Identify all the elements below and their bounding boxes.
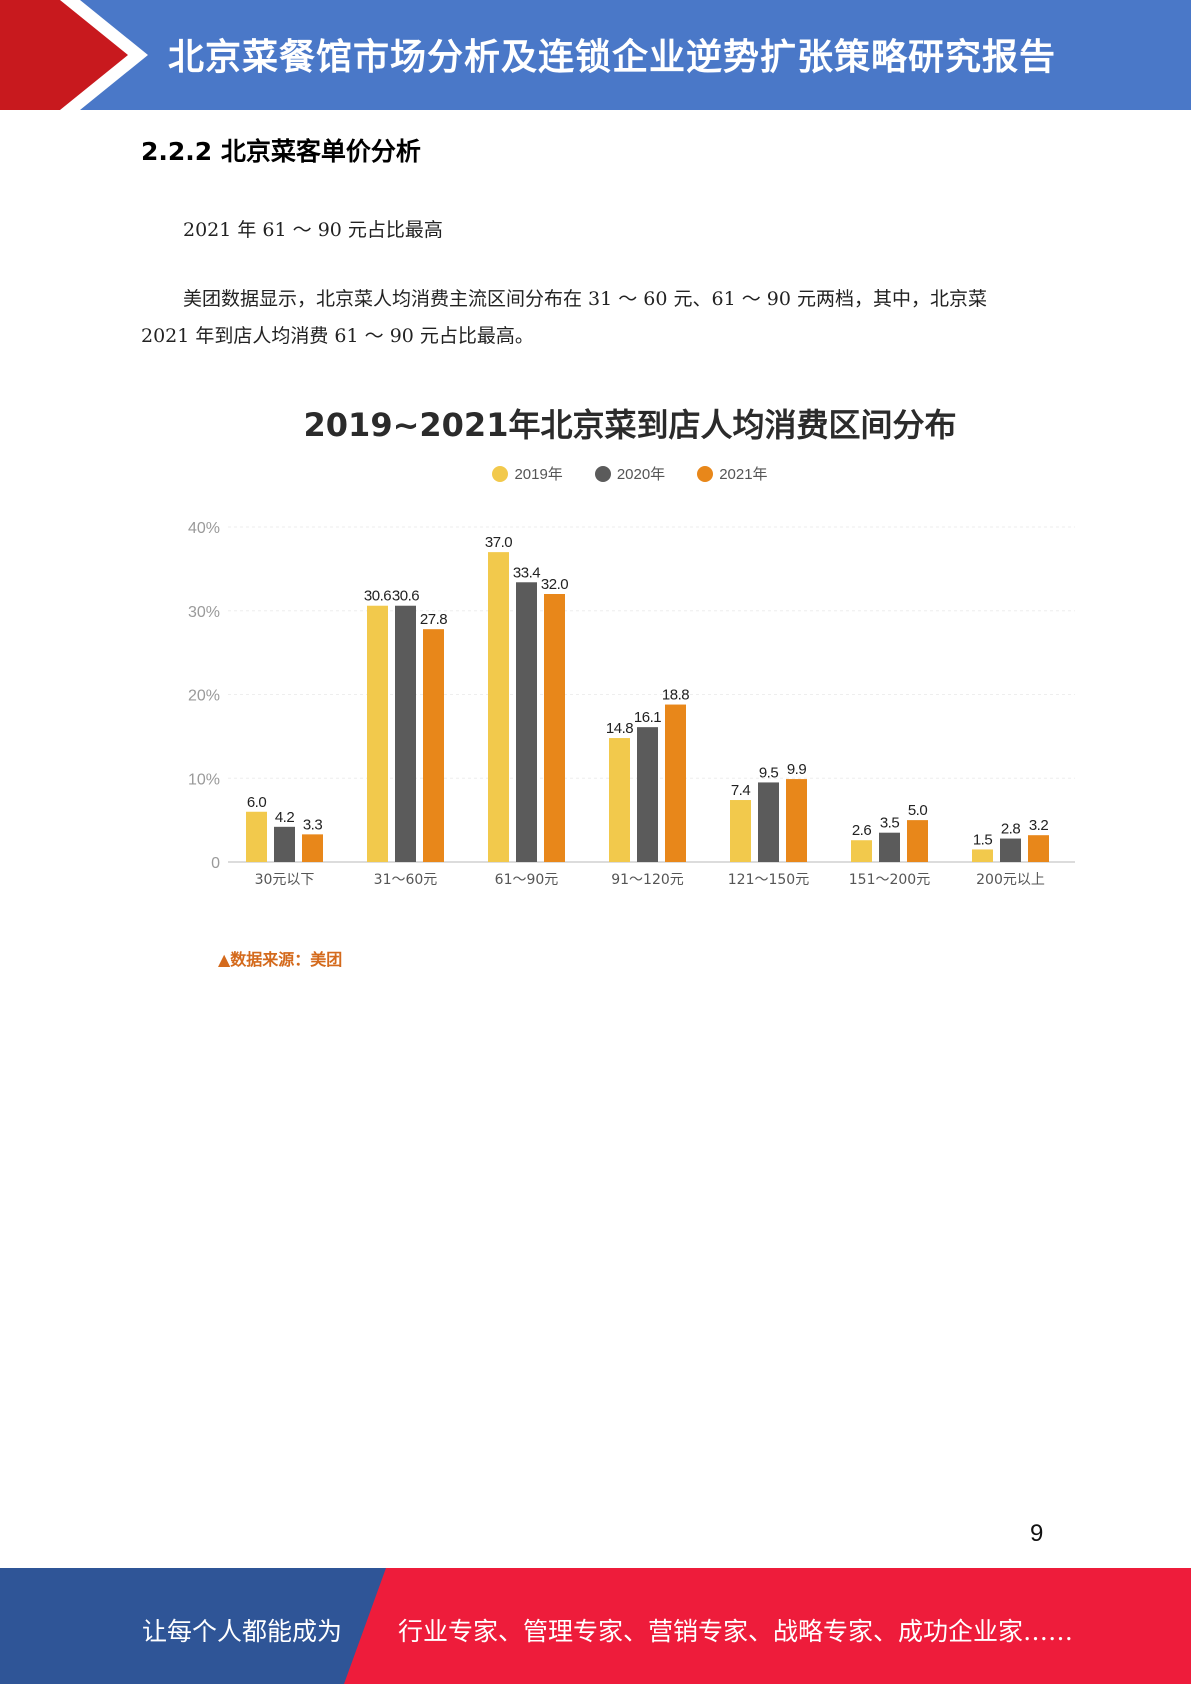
report-title: 北京菜餐馆市场分析及连锁企业逆势扩张策略研究报告 — [168, 37, 1057, 78]
bar-value-label: 16.1 — [634, 709, 661, 726]
bar-value-label: 1.5 — [973, 831, 993, 848]
paragraph-body: 美团数据显示，北京菜人均消费主流区间分布在 31 ～ 60 元、61 ～ 90 … — [141, 288, 987, 347]
bar — [1028, 835, 1049, 862]
bar — [367, 605, 388, 862]
bar-chart: 2019~2021年北京菜到店人均消费区间分布 2019年 2020年 2021… — [170, 392, 1090, 972]
header-banner: 北京菜餐馆市场分析及连锁企业逆势扩张策略研究报告 — [0, 0, 1191, 110]
footer-banner-shapes — [0, 1568, 1191, 1684]
bar — [730, 800, 751, 862]
footer-slogan-left: 让每个人都能成为 — [142, 1617, 343, 1646]
legend-item-2021: 2021年 — [697, 463, 768, 484]
bar — [544, 594, 565, 862]
bar — [609, 738, 630, 862]
y-tick-label: 20% — [188, 688, 220, 705]
bar — [665, 704, 686, 862]
paragraph-summary: 2021 年 61 ～ 90 元占比最高 — [183, 219, 443, 241]
bar-value-label: 9.5 — [759, 764, 779, 781]
bar — [274, 826, 295, 862]
x-tick-label: 91～120元 — [611, 872, 684, 888]
chart-title: 2019~2021年北京菜到店人均消费区间分布 — [303, 406, 957, 444]
x-tick-label: 61～90元 — [495, 872, 559, 888]
bar — [302, 834, 323, 862]
legend-label-2020: 2020年 — [616, 466, 666, 483]
x-tick-label: 30元以下 — [255, 872, 315, 888]
bar — [488, 552, 509, 862]
bar-value-label: 6.0 — [247, 794, 267, 811]
y-tick-label: 30% — [188, 604, 220, 621]
x-tick-label: 151～200元 — [849, 872, 930, 888]
footer-banner: 让每个人都能成为 行业专家、管理专家、营销专家、战略专家、成功企业家…… — [0, 1568, 1191, 1684]
bar-value-label: 3.2 — [1029, 817, 1049, 834]
header-blue-band — [0, 0, 1191, 110]
bar-value-label: 30.6 — [364, 588, 391, 605]
section-heading: 2.2.2 北京菜客单价分析 — [141, 137, 421, 166]
bar-value-label: 2.8 — [1001, 821, 1021, 838]
bar-value-label: 32.0 — [541, 576, 568, 593]
bar — [758, 782, 779, 862]
legend-label-2021: 2021年 — [719, 466, 768, 483]
bar-value-label: 7.4 — [731, 782, 751, 799]
bar — [907, 820, 928, 862]
bar-value-label: 18.8 — [662, 687, 689, 704]
bar — [246, 811, 267, 862]
bar — [637, 727, 658, 862]
bar — [972, 849, 993, 862]
bar-value-label: 3.3 — [303, 816, 323, 833]
header-banner-shapes — [0, 0, 1191, 110]
bar — [395, 605, 416, 862]
y-tick-label: 10% — [188, 771, 220, 788]
bar — [423, 629, 444, 862]
bar-value-label: 27.8 — [420, 611, 447, 628]
bar-value-label: 5.0 — [908, 802, 928, 819]
legend-label-2019: 2019年 — [514, 466, 563, 483]
footer-slogan-right: 行业专家、管理专家、营销专家、战略专家、成功企业家…… — [398, 1617, 1074, 1646]
bar-value-label: 37.0 — [485, 534, 512, 551]
x-tick-label: 121～150元 — [728, 872, 809, 888]
bar-value-label: 9.9 — [787, 761, 807, 778]
legend-dot-2020 — [594, 465, 611, 482]
x-tick-label: 200元以上 — [976, 872, 1045, 888]
x-tick-label: 31～60元 — [374, 872, 438, 888]
legend-item-2020: 2020年 — [594, 463, 666, 484]
legend-dot-2019 — [492, 465, 509, 482]
source-note: ▲数据来源：美团 — [218, 950, 343, 969]
bar-value-label: 14.8 — [606, 720, 633, 737]
bar-value-label: 4.2 — [275, 809, 295, 826]
bar-value-label: 3.5 — [880, 815, 900, 832]
bar — [516, 582, 537, 862]
legend-item-2019: 2019年 — [492, 463, 563, 484]
legend-dot-2021 — [697, 465, 714, 482]
page-number: 9 — [1030, 1520, 1044, 1547]
y-tick-label: 0 — [211, 855, 220, 872]
header-white-chevron — [60, 0, 148, 110]
header-red-arrow — [0, 0, 148, 110]
bar — [879, 832, 900, 862]
bar — [1000, 838, 1021, 862]
footer-red-band — [344, 1568, 1191, 1684]
chart-legend: 2019年 2020年 2021年 — [170, 463, 1090, 484]
bar-value-label: 2.6 — [852, 822, 872, 839]
bar — [851, 840, 872, 862]
bar — [786, 779, 807, 862]
bar-value-label: 33.4 — [513, 564, 540, 581]
bar-value-label: 30.6 — [392, 588, 419, 605]
y-tick-label: 40% — [188, 520, 220, 537]
